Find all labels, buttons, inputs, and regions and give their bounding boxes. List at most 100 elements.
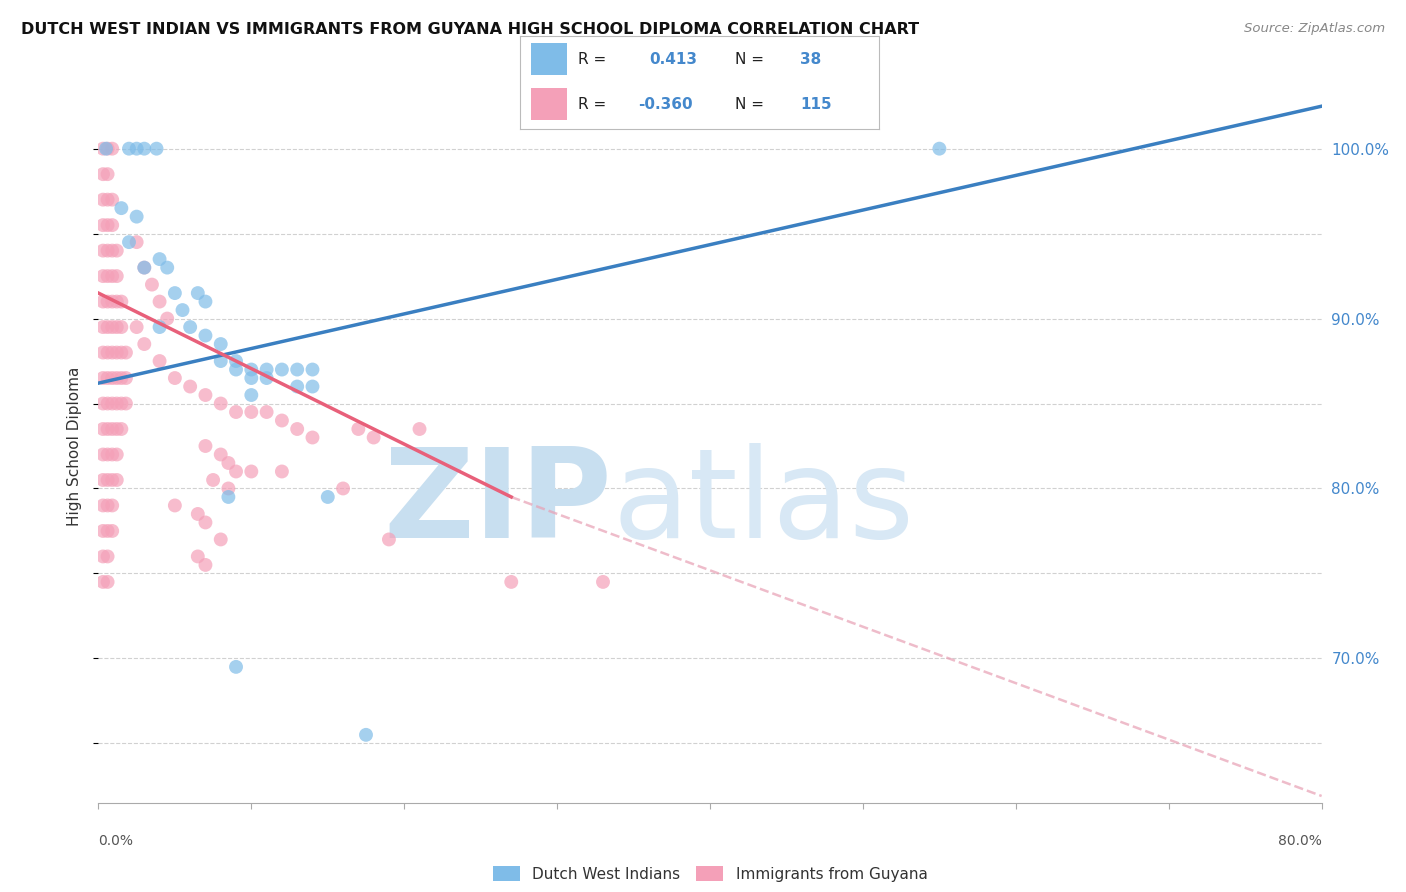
Point [145, 142, 167, 156]
Point [97, 549, 120, 564]
Point [163, 286, 186, 301]
Point [91, 167, 114, 181]
Point [97, 320, 120, 334]
Y-axis label: High School Diploma: High School Diploma [67, 367, 83, 525]
Point [354, 728, 377, 742]
Point [501, 574, 523, 589]
Point [134, 260, 156, 275]
Point [240, 405, 263, 419]
Point [217, 482, 239, 496]
Point [194, 328, 217, 343]
Point [194, 439, 217, 453]
Point [101, 142, 124, 156]
Text: 80.0%: 80.0% [1278, 834, 1322, 848]
Text: DUTCH WEST INDIAN VS IMMIGRANTS FROM GUYANA HIGH SCHOOL DIPLOMA CORRELATION CHAR: DUTCH WEST INDIAN VS IMMIGRANTS FROM GUY… [21, 22, 920, 37]
Point [408, 422, 430, 436]
Point [97, 574, 120, 589]
Point [163, 499, 186, 513]
Point [270, 362, 292, 376]
Point [115, 345, 138, 359]
Point [149, 294, 172, 309]
Point [91, 294, 114, 309]
Point [101, 244, 124, 258]
Point [149, 354, 172, 368]
Point [101, 269, 124, 284]
Point [91, 371, 114, 385]
Point [270, 413, 292, 427]
Point [105, 294, 128, 309]
Text: Source: ZipAtlas.com: Source: ZipAtlas.com [1244, 22, 1385, 36]
Point [97, 473, 120, 487]
Point [101, 320, 124, 334]
Point [316, 490, 339, 504]
Point [240, 362, 263, 376]
Point [105, 448, 128, 462]
Point [101, 218, 124, 232]
Point [105, 371, 128, 385]
Point [91, 549, 114, 564]
Point [125, 142, 148, 156]
Point [110, 320, 132, 334]
Point [97, 269, 120, 284]
Text: 38: 38 [800, 52, 821, 67]
Point [105, 345, 128, 359]
Point [91, 269, 114, 284]
Point [91, 320, 114, 334]
Point [202, 473, 225, 487]
Point [285, 362, 308, 376]
Point [187, 507, 209, 521]
Point [97, 345, 120, 359]
Point [332, 482, 354, 496]
Point [91, 142, 114, 156]
Point [91, 396, 114, 410]
Point [91, 218, 114, 232]
Point [101, 473, 124, 487]
Point [194, 294, 217, 309]
Point [172, 303, 194, 318]
Point [97, 244, 120, 258]
Point [101, 422, 124, 436]
Point [97, 167, 120, 181]
Point [97, 193, 120, 207]
Point [97, 142, 120, 156]
Point [110, 294, 132, 309]
Point [125, 210, 148, 224]
Text: R =: R = [578, 96, 606, 112]
Point [225, 362, 247, 376]
Point [378, 533, 401, 547]
Point [225, 465, 247, 479]
Text: -0.360: -0.360 [638, 96, 693, 112]
Point [101, 193, 124, 207]
Point [209, 337, 232, 351]
Point [110, 396, 132, 410]
Point [285, 379, 308, 393]
Point [101, 448, 124, 462]
FancyBboxPatch shape [531, 43, 567, 75]
Point [209, 396, 232, 410]
Point [91, 473, 114, 487]
Point [225, 660, 247, 674]
Point [156, 260, 179, 275]
Text: N =: N = [735, 96, 765, 112]
Point [91, 193, 114, 207]
Point [149, 320, 172, 334]
Point [97, 448, 120, 462]
Point [256, 405, 278, 419]
Text: 0.0%: 0.0% [98, 834, 134, 848]
Point [91, 524, 114, 538]
Point [194, 558, 217, 572]
Point [141, 277, 163, 292]
Point [97, 499, 120, 513]
Point [94, 142, 117, 156]
Point [101, 345, 124, 359]
Point [217, 490, 239, 504]
Point [110, 371, 132, 385]
Point [209, 533, 232, 547]
Point [97, 422, 120, 436]
Point [115, 371, 138, 385]
Text: 0.413: 0.413 [650, 52, 697, 67]
Point [105, 269, 128, 284]
Text: N =: N = [735, 52, 765, 67]
Point [110, 422, 132, 436]
Point [363, 430, 385, 444]
